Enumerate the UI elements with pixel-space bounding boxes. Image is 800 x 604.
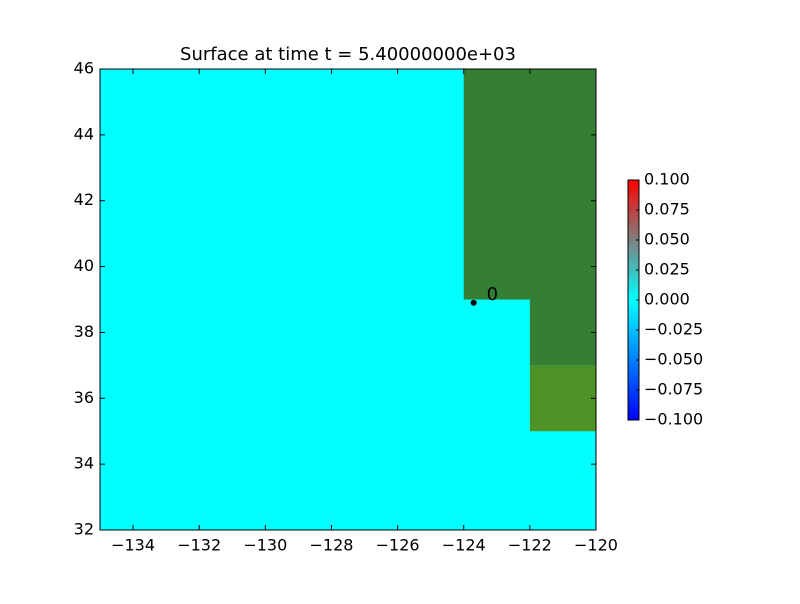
- gauge-point: [470, 299, 477, 306]
- colorbar-tick-label: 0.050: [644, 230, 690, 249]
- x-tick-label: −124: [442, 536, 486, 555]
- colorbar-tick-label: 0.000: [644, 290, 690, 309]
- x-tick-label: −120: [574, 536, 618, 555]
- y-tick-label: 38: [74, 322, 94, 341]
- x-tick-label: −126: [376, 536, 420, 555]
- x-tick-label: −122: [508, 536, 552, 555]
- y-tick-label: 42: [74, 190, 94, 209]
- y-tick-label: 32: [74, 520, 94, 539]
- plot-frame: [99, 68, 597, 531]
- y-tick-label: 34: [74, 454, 94, 473]
- gauge-label: 0: [487, 284, 498, 305]
- colorbar-tick-label: 0.025: [644, 260, 690, 279]
- x-tick-label: −130: [243, 536, 287, 555]
- colorbar-tick-label: −0.025: [644, 320, 703, 339]
- y-tick-label: 44: [74, 124, 94, 143]
- x-tick-label: −132: [177, 536, 221, 555]
- colorbar-tick-label: 0.075: [644, 200, 690, 219]
- colorbar-tick-label: −0.050: [644, 350, 703, 369]
- colorbar-tick-label: −0.075: [644, 380, 703, 399]
- colorbar-tick-label: 0.100: [644, 170, 690, 189]
- y-tick-label: 40: [74, 256, 94, 275]
- colorbar-tick-label: −0.100: [644, 410, 703, 429]
- chart-title: Surface at time t = 5.40000000e+03: [180, 44, 516, 65]
- x-tick-label: −128: [309, 536, 353, 555]
- y-tick-label: 46: [74, 59, 94, 78]
- region: [529, 299, 596, 366]
- region: [463, 69, 596, 300]
- region: [529, 365, 596, 432]
- x-tick-label: −134: [111, 536, 155, 555]
- y-tick-label: 36: [74, 388, 94, 407]
